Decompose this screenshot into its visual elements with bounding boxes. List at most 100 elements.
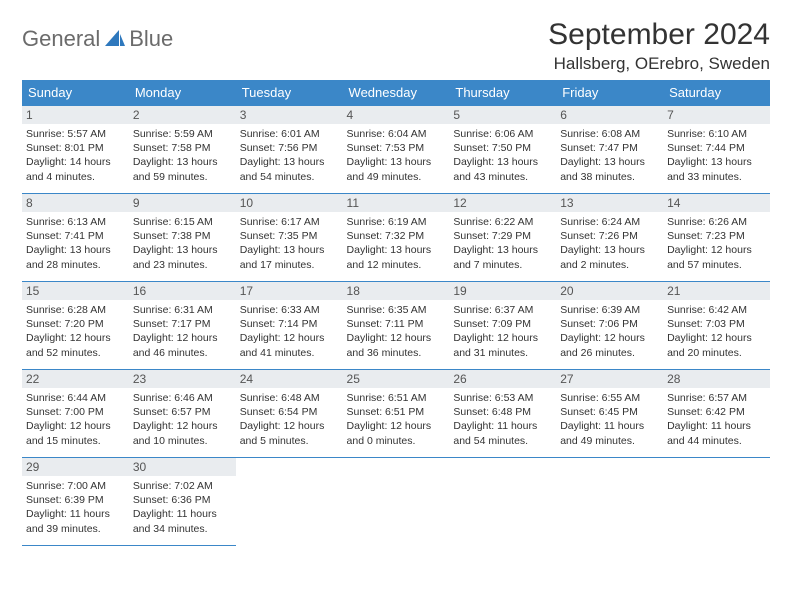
header-row: General Blue September 2024 Hallsberg, O… — [22, 18, 770, 74]
sunset-text: Sunset: 7:23 PM — [667, 229, 766, 243]
sunrise-text: Sunrise: 6:53 AM — [453, 391, 552, 405]
day-cell: 16Sunrise: 6:31 AMSunset: 7:17 PMDayligh… — [129, 282, 236, 370]
daylight1-text: Daylight: 13 hours — [240, 243, 339, 257]
daylight1-text: Daylight: 13 hours — [667, 155, 766, 169]
daylight1-text: Daylight: 12 hours — [347, 331, 446, 345]
day-number: 26 — [449, 370, 556, 388]
day-cell: 11Sunrise: 6:19 AMSunset: 7:32 PMDayligh… — [343, 194, 450, 282]
day-cell — [449, 458, 556, 546]
daylight1-text: Daylight: 13 hours — [133, 155, 232, 169]
day-cell: 30Sunrise: 7:02 AMSunset: 6:36 PMDayligh… — [129, 458, 236, 546]
sunrise-text: Sunrise: 6:13 AM — [26, 215, 125, 229]
day-number: 21 — [663, 282, 770, 300]
daylight2-text: and 49 minutes. — [347, 170, 446, 184]
calendar-page: General Blue September 2024 Hallsberg, O… — [0, 0, 792, 564]
day-header: Saturday — [663, 80, 770, 106]
day-number: 16 — [129, 282, 236, 300]
daylight1-text: Daylight: 12 hours — [133, 331, 232, 345]
logo: General Blue — [22, 18, 173, 52]
sunrise-text: Sunrise: 6:06 AM — [453, 127, 552, 141]
day-number: 11 — [343, 194, 450, 212]
daylight2-text: and 10 minutes. — [133, 434, 232, 448]
sunset-text: Sunset: 6:54 PM — [240, 405, 339, 419]
day-header: Monday — [129, 80, 236, 106]
sunrise-text: Sunrise: 6:08 AM — [560, 127, 659, 141]
day-number: 2 — [129, 106, 236, 124]
calendar-table: SundayMondayTuesdayWednesdayThursdayFrid… — [22, 80, 770, 546]
sunset-text: Sunset: 7:26 PM — [560, 229, 659, 243]
daylight2-text: and 43 minutes. — [453, 170, 552, 184]
sunrise-text: Sunrise: 6:33 AM — [240, 303, 339, 317]
day-number: 17 — [236, 282, 343, 300]
sunset-text: Sunset: 7:41 PM — [26, 229, 125, 243]
daylight2-text: and 54 minutes. — [240, 170, 339, 184]
daylight2-text: and 7 minutes. — [453, 258, 552, 272]
sunset-text: Sunset: 6:45 PM — [560, 405, 659, 419]
sunrise-text: Sunrise: 6:04 AM — [347, 127, 446, 141]
day-header: Wednesday — [343, 80, 450, 106]
daylight2-text: and 4 minutes. — [26, 170, 125, 184]
sunrise-text: Sunrise: 6:26 AM — [667, 215, 766, 229]
day-number: 1 — [22, 106, 129, 124]
day-cell: 29Sunrise: 7:00 AMSunset: 6:39 PMDayligh… — [22, 458, 129, 546]
day-cell: 18Sunrise: 6:35 AMSunset: 7:11 PMDayligh… — [343, 282, 450, 370]
sunset-text: Sunset: 7:11 PM — [347, 317, 446, 331]
day-cell: 13Sunrise: 6:24 AMSunset: 7:26 PMDayligh… — [556, 194, 663, 282]
day-number: 14 — [663, 194, 770, 212]
sunrise-text: Sunrise: 6:01 AM — [240, 127, 339, 141]
daylight2-text: and 17 minutes. — [240, 258, 339, 272]
sunrise-text: Sunrise: 6:22 AM — [453, 215, 552, 229]
daylight1-text: Daylight: 13 hours — [133, 243, 232, 257]
sunrise-text: Sunrise: 6:17 AM — [240, 215, 339, 229]
sunset-text: Sunset: 7:14 PM — [240, 317, 339, 331]
page-subtitle: Hallsberg, OErebro, Sweden — [548, 54, 770, 74]
daylight1-text: Daylight: 12 hours — [560, 331, 659, 345]
sunrise-text: Sunrise: 6:39 AM — [560, 303, 659, 317]
daylight2-text: and 36 minutes. — [347, 346, 446, 360]
day-header: Tuesday — [236, 80, 343, 106]
sunset-text: Sunset: 7:47 PM — [560, 141, 659, 155]
sunrise-text: Sunrise: 6:37 AM — [453, 303, 552, 317]
daylight2-text: and 2 minutes. — [560, 258, 659, 272]
day-cell — [236, 458, 343, 546]
day-cell: 23Sunrise: 6:46 AMSunset: 6:57 PMDayligh… — [129, 370, 236, 458]
day-number: 28 — [663, 370, 770, 388]
sunset-text: Sunset: 7:50 PM — [453, 141, 552, 155]
daylight1-text: Daylight: 12 hours — [453, 331, 552, 345]
day-header: Sunday — [22, 80, 129, 106]
daylight2-text: and 33 minutes. — [667, 170, 766, 184]
week-row: 8Sunrise: 6:13 AMSunset: 7:41 PMDaylight… — [22, 194, 770, 282]
day-cell: 4Sunrise: 6:04 AMSunset: 7:53 PMDaylight… — [343, 106, 450, 194]
sunset-text: Sunset: 6:51 PM — [347, 405, 446, 419]
daylight2-text: and 0 minutes. — [347, 434, 446, 448]
day-cell: 15Sunrise: 6:28 AMSunset: 7:20 PMDayligh… — [22, 282, 129, 370]
day-cell: 2Sunrise: 5:59 AMSunset: 7:58 PMDaylight… — [129, 106, 236, 194]
daylight1-text: Daylight: 11 hours — [453, 419, 552, 433]
sunset-text: Sunset: 7:53 PM — [347, 141, 446, 155]
daylight1-text: Daylight: 13 hours — [560, 155, 659, 169]
sunset-text: Sunset: 7:32 PM — [347, 229, 446, 243]
day-number: 22 — [22, 370, 129, 388]
sunset-text: Sunset: 7:29 PM — [453, 229, 552, 243]
day-cell: 26Sunrise: 6:53 AMSunset: 6:48 PMDayligh… — [449, 370, 556, 458]
sunrise-text: Sunrise: 6:15 AM — [133, 215, 232, 229]
sunrise-text: Sunrise: 6:28 AM — [26, 303, 125, 317]
day-number: 25 — [343, 370, 450, 388]
sunrise-text: Sunrise: 6:42 AM — [667, 303, 766, 317]
sunset-text: Sunset: 7:38 PM — [133, 229, 232, 243]
sunrise-text: Sunrise: 7:02 AM — [133, 479, 232, 493]
daylight2-text: and 38 minutes. — [560, 170, 659, 184]
daylight1-text: Daylight: 11 hours — [667, 419, 766, 433]
day-number: 4 — [343, 106, 450, 124]
day-number: 5 — [449, 106, 556, 124]
logo-word2: Blue — [129, 26, 173, 51]
sunrise-text: Sunrise: 6:57 AM — [667, 391, 766, 405]
sunrise-text: Sunrise: 6:24 AM — [560, 215, 659, 229]
daylight2-text: and 49 minutes. — [560, 434, 659, 448]
week-row: 22Sunrise: 6:44 AMSunset: 7:00 PMDayligh… — [22, 370, 770, 458]
day-cell: 19Sunrise: 6:37 AMSunset: 7:09 PMDayligh… — [449, 282, 556, 370]
daylight1-text: Daylight: 13 hours — [347, 243, 446, 257]
page-title: September 2024 — [548, 18, 770, 52]
daylight2-text: and 28 minutes. — [26, 258, 125, 272]
daylight1-text: Daylight: 12 hours — [26, 331, 125, 345]
